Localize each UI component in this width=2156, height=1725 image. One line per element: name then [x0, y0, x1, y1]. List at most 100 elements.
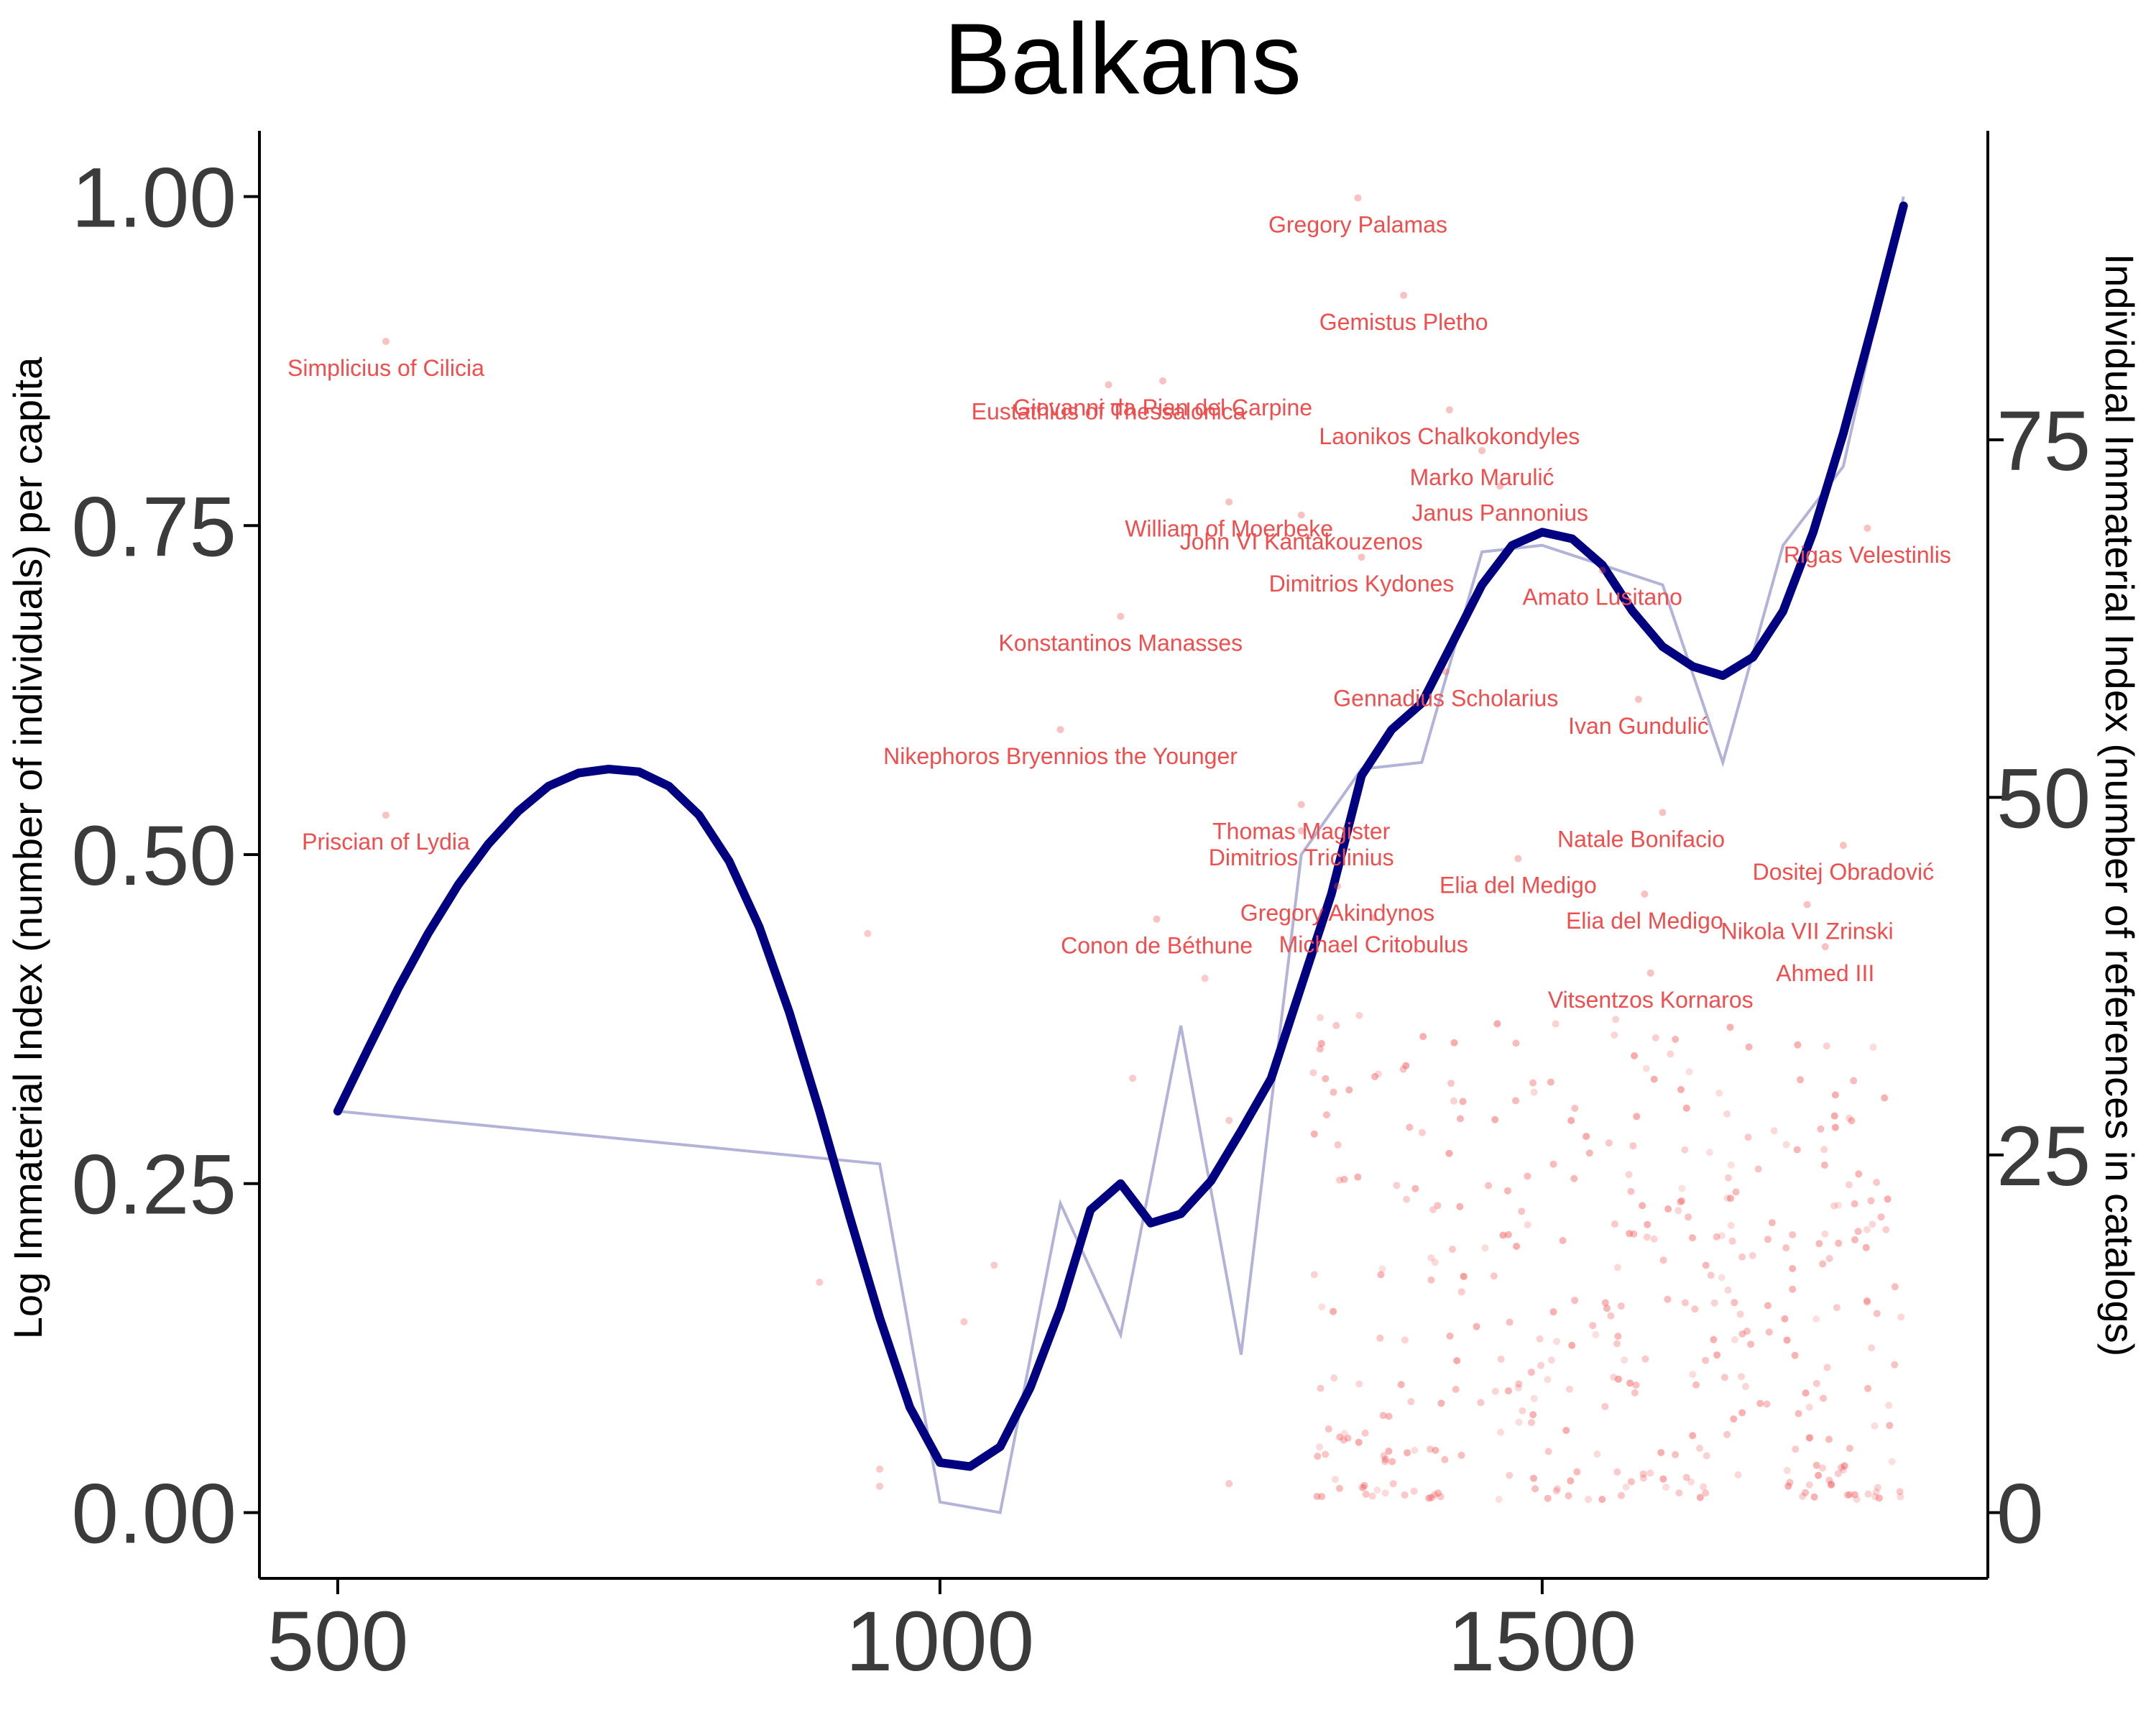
- data-point: [1677, 1086, 1685, 1093]
- data-point: [1429, 1494, 1437, 1501]
- data-point: [1626, 1379, 1634, 1387]
- data-point: [1434, 1202, 1442, 1210]
- data-point: [1549, 1160, 1557, 1168]
- data-point: [1791, 1351, 1799, 1359]
- data-point: [1815, 1471, 1823, 1479]
- data-point: [1380, 1452, 1388, 1460]
- data-point: [1821, 1230, 1829, 1238]
- data-point: [1718, 1274, 1726, 1282]
- annotation-label: Konstantinos Manasses: [998, 630, 1243, 656]
- data-point: [1317, 1384, 1325, 1392]
- data-point: [1725, 1174, 1732, 1182]
- data-point: [1659, 1256, 1667, 1264]
- y-axis-title: Log Immaterial Index (number of individu…: [5, 356, 50, 1339]
- data-point: [1481, 1244, 1489, 1252]
- data-point: [1515, 1418, 1523, 1426]
- data-point: [1512, 1097, 1519, 1105]
- data-point: [1871, 1422, 1879, 1430]
- data-point: [1385, 1412, 1393, 1420]
- annotation-point: [382, 337, 390, 345]
- data-point: [1425, 1494, 1432, 1502]
- smoothed-series: [333, 201, 1908, 1471]
- annotation-point: [1056, 726, 1064, 734]
- data-point: [1524, 1221, 1531, 1229]
- data-point: [1831, 1091, 1839, 1099]
- data-point: [1411, 1184, 1419, 1192]
- data-point: [1882, 1225, 1890, 1233]
- data-point: [1457, 1115, 1464, 1123]
- data-point: [1782, 1244, 1790, 1252]
- data-point: [1830, 1202, 1838, 1210]
- data-point: [1872, 1489, 1880, 1496]
- data-point: [1869, 1220, 1876, 1228]
- data-point: [1429, 1206, 1437, 1213]
- x-tick-label: 1000: [846, 1594, 1035, 1689]
- data-point: [1681, 1146, 1689, 1154]
- data-point: [1431, 1259, 1439, 1266]
- data-point: [1834, 1470, 1842, 1478]
- data-point: [1399, 1065, 1407, 1073]
- data-point: [1897, 1313, 1905, 1321]
- data-point: [1846, 1491, 1853, 1499]
- data-point: [1689, 1371, 1697, 1379]
- data-point: [1723, 1194, 1731, 1202]
- data-point: [1314, 1453, 1322, 1460]
- data-point: [1672, 1450, 1680, 1458]
- annotation-point: [1496, 482, 1504, 490]
- annotation-label: Priscian of Lydia: [302, 829, 470, 855]
- data-point: [1322, 1450, 1330, 1458]
- data-point: [1789, 1231, 1797, 1238]
- data-point: [1765, 1328, 1773, 1336]
- annotation-label: William of Moerbeke: [1125, 515, 1333, 541]
- data-point: [1499, 1231, 1507, 1239]
- data-point: [1585, 1496, 1593, 1504]
- data-point: [1611, 1031, 1618, 1039]
- data-point: [1805, 1403, 1813, 1411]
- data-point: [1817, 1125, 1825, 1133]
- data-point: [1672, 1036, 1680, 1043]
- data-point: [1662, 1484, 1670, 1491]
- data-point: [1696, 1494, 1704, 1501]
- data-point: [1403, 1195, 1411, 1203]
- data-point: [1473, 1322, 1480, 1330]
- data-point: [1334, 1141, 1342, 1149]
- annotation-point: [1153, 915, 1161, 923]
- data-point: [1330, 1307, 1337, 1315]
- annotation-label: Dimitrios Triclinius: [1209, 845, 1394, 870]
- data-point: [1460, 1272, 1468, 1280]
- data-point: [1562, 1427, 1570, 1435]
- data-point: [1340, 1436, 1348, 1444]
- data-point: [1627, 1187, 1635, 1195]
- data-point: [1389, 1480, 1397, 1488]
- data-point: [1789, 1285, 1797, 1293]
- data-point: [1687, 1478, 1695, 1486]
- data-point: [960, 1317, 968, 1325]
- data-point: [1749, 1251, 1756, 1259]
- data-point: [1702, 1356, 1710, 1364]
- data-point: [1618, 1491, 1625, 1499]
- data-point: [1552, 1487, 1560, 1495]
- data-point: [1323, 1111, 1330, 1119]
- data-point: [1565, 1492, 1572, 1499]
- annotation-label: Amato Lusitano: [1523, 584, 1682, 610]
- data-point: [1685, 1068, 1693, 1076]
- data-point: [1129, 1075, 1137, 1082]
- data-point: [1336, 1433, 1344, 1441]
- y2-axis-title: Individual Immaterial Index (number of r…: [2097, 254, 2142, 1357]
- data-point: [1453, 1357, 1461, 1365]
- data-point: [1431, 1491, 1439, 1499]
- annotation-point: [1333, 882, 1341, 890]
- data-point: [1724, 1286, 1732, 1294]
- annotation-point: [1598, 566, 1606, 574]
- data-point: [1450, 1097, 1457, 1105]
- data-point: [1544, 1376, 1552, 1384]
- data-point: [1881, 1094, 1889, 1102]
- data-point: [1873, 1179, 1881, 1186]
- data-point: [1607, 1312, 1615, 1320]
- data-point: [1727, 1195, 1734, 1202]
- x-tick-label: 500: [267, 1594, 408, 1689]
- data-point: [1605, 1139, 1613, 1147]
- data-point: [1639, 1202, 1646, 1210]
- y2-tick-label: 25: [1996, 1109, 2091, 1204]
- annotation-label: Vitsentzos Kornaros: [1548, 987, 1754, 1013]
